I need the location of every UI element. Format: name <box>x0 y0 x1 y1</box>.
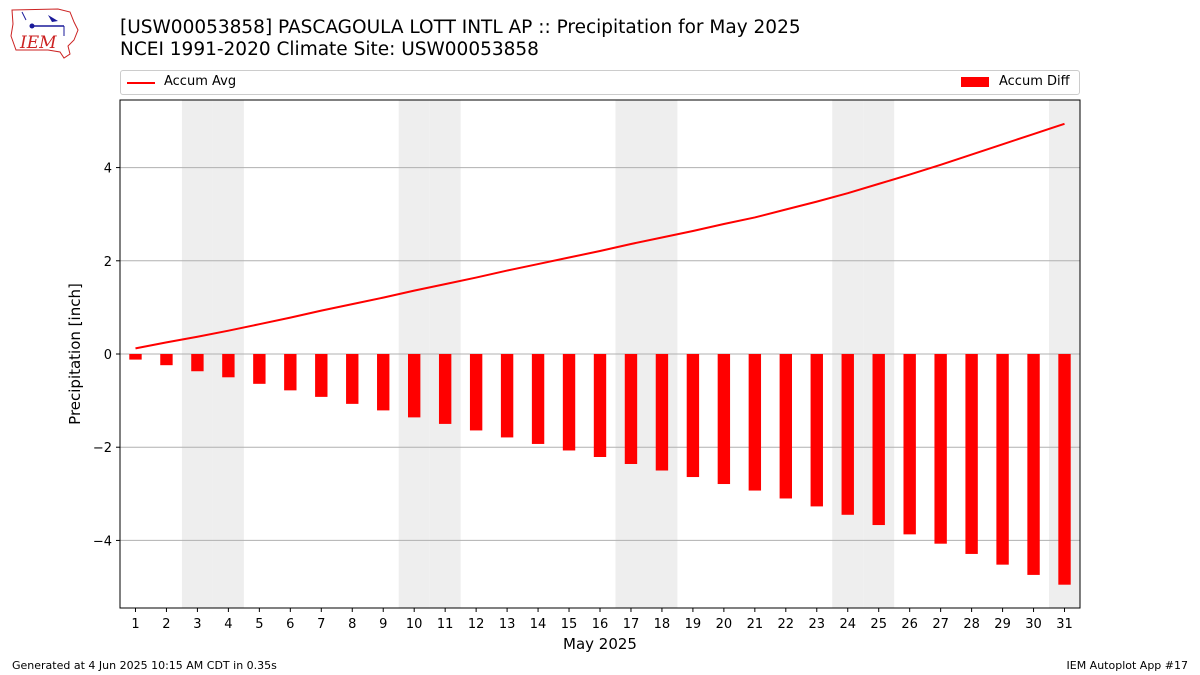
bar-accum-diff <box>903 354 916 535</box>
bar-accum-diff <box>872 354 885 526</box>
bar-accum-diff <box>810 354 823 507</box>
bar-accum-diff <box>284 354 297 391</box>
bar-accum-diff <box>841 354 854 515</box>
x-tick-label: 28 <box>963 617 980 632</box>
legend-bar-swatch <box>961 77 989 87</box>
chart-subtitle: NCEI 1991-2020 Climate Site: USW00053858 <box>120 39 539 60</box>
bar-accum-diff <box>315 354 328 397</box>
y-tick-label: −4 <box>93 534 112 549</box>
x-tick-label: 13 <box>499 617 516 632</box>
bar-accum-diff <box>965 354 978 554</box>
bar-accum-diff <box>438 354 452 424</box>
y-tick-label: 0 <box>104 348 112 363</box>
y-tick-label: 2 <box>104 255 112 270</box>
legend: Accum Avg Accum Diff <box>120 70 1080 95</box>
bar-accum-diff <box>996 354 1009 565</box>
x-tick-label: 18 <box>654 617 671 632</box>
bar-accum-diff <box>717 354 731 485</box>
bar-accum-diff <box>408 354 421 418</box>
x-tick-label: 15 <box>561 617 578 632</box>
bar-accum-diff <box>531 354 545 444</box>
legend-line-swatch <box>127 82 155 84</box>
bar-accum-diff <box>346 354 359 404</box>
x-tick-label: 5 <box>255 617 263 632</box>
y-tick-label: 4 <box>104 162 112 177</box>
bar-accum-diff <box>655 354 669 471</box>
x-axis-label: May 2025 <box>563 635 637 653</box>
x-tick-label: 3 <box>193 617 201 632</box>
footer-app: IEM Autoplot App #17 <box>1066 659 1189 672</box>
y-tick-label: −2 <box>93 441 112 456</box>
bar-accum-diff <box>191 354 204 372</box>
x-tick-label: 30 <box>1025 617 1042 632</box>
x-tick-label: 10 <box>406 617 423 632</box>
footer-generated: Generated at 4 Jun 2025 10:15 AM CDT in … <box>12 659 277 672</box>
x-tick-label: 22 <box>778 617 795 632</box>
logo-text: IEM <box>19 33 57 53</box>
x-tick-label: 9 <box>379 617 387 632</box>
chart-title: [USW00053858] PASCAGOULA LOTT INTL AP ::… <box>120 17 801 38</box>
bar-accum-diff <box>686 354 700 478</box>
bar-accum-diff <box>934 354 947 544</box>
x-tick-label: 19 <box>685 617 702 632</box>
y-axis-label: Precipitation [inch] <box>66 283 84 425</box>
bar-accum-diff <box>562 354 576 451</box>
legend-label-accum-avg: Accum Avg <box>164 74 237 89</box>
x-tick-label: 29 <box>994 617 1011 632</box>
x-tick-label: 1 <box>131 617 139 632</box>
x-tick-label: 16 <box>592 617 609 632</box>
x-tick-label: 20 <box>716 617 733 632</box>
x-tick-label: 27 <box>932 617 949 632</box>
bar-accum-diff <box>253 354 266 384</box>
bar-accum-diff <box>1058 354 1071 585</box>
line-accum-avg <box>135 122 1065 350</box>
bar-accum-diff <box>222 354 235 378</box>
x-tick-label: 14 <box>530 617 547 632</box>
x-tick-label: 8 <box>348 617 356 632</box>
x-tick-label: 25 <box>870 617 887 632</box>
x-tick-label: 24 <box>839 617 856 632</box>
x-tick-label: 21 <box>747 617 764 632</box>
bar-accum-diff <box>469 354 483 431</box>
bar-accum-diff <box>1027 354 1040 575</box>
x-tick-label: 4 <box>224 617 232 632</box>
bar-accum-diff <box>593 354 607 457</box>
x-tick-label: 2 <box>162 617 170 632</box>
x-tick-label: 17 <box>623 617 640 632</box>
x-tick-label: 31 <box>1056 617 1073 632</box>
iem-logo: IEM <box>10 8 79 59</box>
bar-accum-diff <box>500 354 514 438</box>
bar-accum-diff <box>624 354 638 464</box>
x-tick-label: 11 <box>437 617 454 632</box>
legend-label-accum-diff: Accum Diff <box>999 74 1070 89</box>
x-tick-label: 6 <box>286 617 294 632</box>
x-tick-label: 7 <box>317 617 325 632</box>
bar-accum-diff <box>377 354 390 411</box>
bar-accum-diff <box>748 354 762 491</box>
x-tick-label: 12 <box>468 617 485 632</box>
bar-accum-diff <box>779 354 792 499</box>
bar-accum-diff <box>129 354 142 360</box>
bar-accum-diff <box>160 354 173 366</box>
x-tick-label: 23 <box>809 617 826 632</box>
x-tick-label: 26 <box>901 617 918 632</box>
